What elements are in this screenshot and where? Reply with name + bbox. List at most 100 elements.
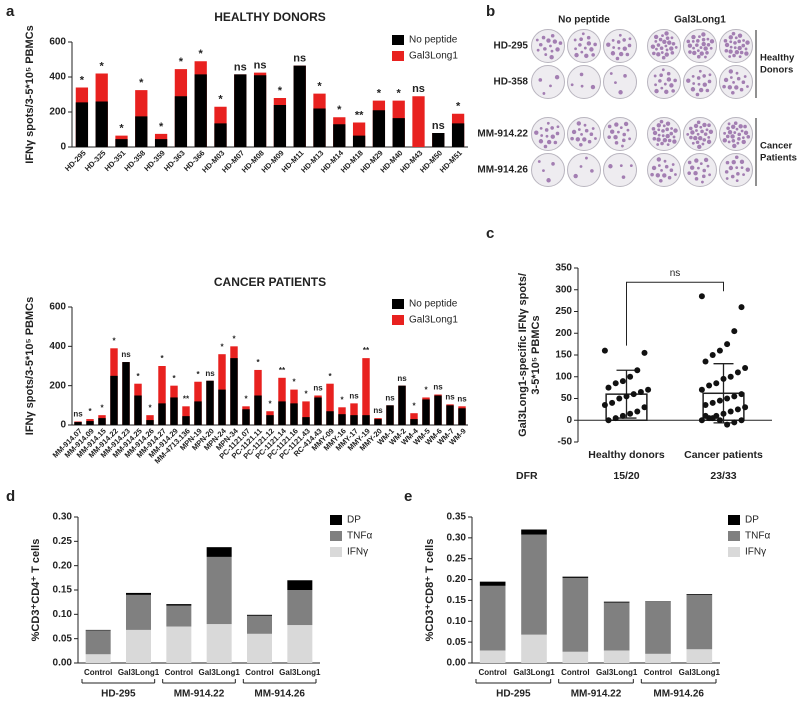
y-tick-label: 0.20 [53,560,73,571]
bar-segment [206,556,232,625]
spot [586,41,592,46]
y-tick-label: 0.30 [53,512,73,523]
y-tick-label: 200 [49,380,66,391]
y-tick-label: -50 [558,437,573,448]
spot [673,78,677,83]
spot [698,69,702,73]
spot [650,172,654,177]
spot [729,40,733,44]
significance-label: ** [363,346,370,355]
significance-label: * [100,403,104,412]
bar [386,405,394,425]
spot [538,139,544,144]
spot [660,86,664,90]
panel-label: c [486,225,494,242]
spot [577,128,581,131]
spot [667,40,672,45]
spot [740,166,744,170]
y-tick-label: 0.15 [53,585,73,596]
spot [735,166,739,170]
spot [693,171,698,176]
significance-label: * [397,88,402,100]
significance-label: ns [349,391,359,400]
spot [735,179,739,183]
y-tick-label: 400 [49,341,66,352]
bar [362,358,370,425]
bar-segment [603,602,630,651]
spot [730,134,735,139]
spot [722,84,726,89]
bar [194,74,207,147]
spot [707,79,712,84]
significance-label: ns [385,393,395,402]
legend-label: Gal3Long1 [409,315,458,326]
legend-label: No peptide [409,35,458,46]
spot [669,46,674,51]
data-point [623,393,630,400]
significance-label: * [412,401,416,410]
spot [574,52,579,58]
spot [742,173,745,176]
significance-label: * [196,370,200,379]
spot [728,69,734,74]
bar [290,403,298,425]
bar [374,419,382,425]
bar-segment [479,585,506,651]
bar-segment [287,625,313,663]
spot [665,133,670,139]
spot [731,159,736,165]
spot [556,125,560,129]
spot [622,132,627,137]
data-point [731,393,738,400]
y-axis-label: Gal3Long1-specific IFNγ spots/ [517,273,529,437]
spot [696,49,700,53]
spot [688,126,693,131]
spot [704,55,707,59]
spot [656,52,661,57]
spot [650,44,656,49]
spot [609,129,615,134]
spot [659,178,663,183]
data-point [612,380,619,387]
bar [170,397,178,425]
spot [579,37,583,42]
spot [590,169,594,173]
spot [653,74,657,78]
spot [536,48,540,52]
spot [671,41,676,46]
spot [590,84,596,90]
x-tick-label: Cancer patients [684,449,763,461]
data-point [738,391,745,398]
bar [326,411,334,425]
spot [622,46,627,51]
spot [723,77,729,83]
spot [705,88,710,93]
spot [662,137,668,143]
bar [98,418,106,425]
spot [609,72,613,75]
bar [218,389,226,425]
spot [692,50,697,56]
spot [728,165,734,171]
significance-label: ns [397,374,407,383]
spot [660,168,663,172]
spot [686,39,691,44]
spot [696,166,700,170]
bar-segment [686,649,713,663]
spot [546,139,552,145]
spot [579,165,583,168]
bar-segment [521,529,547,535]
data-point [641,404,648,411]
significance-label: ns [373,406,383,415]
spot [664,31,669,36]
bar [273,105,287,147]
significance-label: * [256,358,260,367]
data-point [724,421,731,428]
spot [538,42,543,47]
bar-segment [479,650,506,663]
bar [422,399,430,425]
x-tick-label: Control [165,668,193,677]
spot [743,75,747,78]
bar [234,74,247,147]
